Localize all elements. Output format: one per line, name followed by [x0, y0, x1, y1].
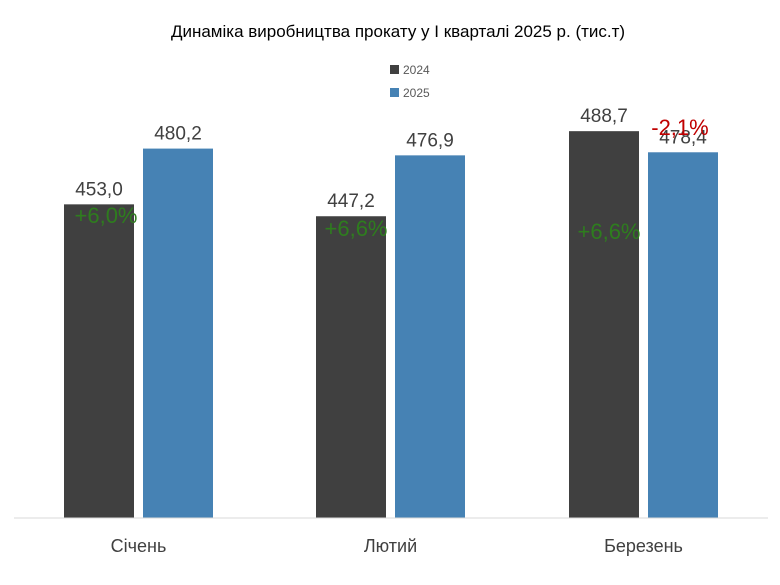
category-label-jan: Січень	[111, 536, 167, 556]
legend-swatch-2025	[390, 88, 399, 97]
bar-2025-mar	[648, 152, 718, 518]
growth-label-feb: +6,6%	[325, 216, 388, 241]
value-labels: 453,0 480,2 447,2 476,9 488,7 478,4	[75, 106, 707, 212]
growth-labels: +6,0% +6,6% +6,6% -2,1%	[75, 115, 709, 244]
bars	[64, 131, 718, 519]
legend-label-2024: 2024	[403, 63, 430, 77]
bar-2024-feb	[316, 216, 386, 519]
category-labels: Січень Лютий Березень	[111, 536, 683, 556]
legend: 2024 2025	[390, 63, 430, 100]
value-label-2024-feb: 447,2	[327, 191, 375, 212]
bar-2024-jan	[64, 204, 134, 518]
bar-2024-mar	[569, 131, 639, 519]
category-label-mar: Березень	[604, 536, 683, 556]
growth-label-mar: +6,6%	[578, 219, 641, 244]
bar-2025-jan	[143, 148, 213, 518]
category-label-feb: Лютий	[364, 536, 417, 556]
growth-label-mar-decline: -2,1%	[651, 115, 708, 140]
growth-label-jan: +6,0%	[75, 203, 138, 228]
legend-swatch-2024	[390, 65, 399, 74]
bar-2025-feb	[395, 155, 465, 519]
legend-label-2025: 2025	[403, 86, 430, 100]
chart-title: Динаміка виробництва прокату у І квартал…	[171, 22, 625, 41]
value-label-2024-mar: 488,7	[580, 106, 628, 127]
value-label-2025-jan: 480,2	[154, 124, 202, 145]
value-label-2024-jan: 453,0	[75, 179, 123, 200]
value-label-2025-mar: 478,4	[659, 127, 707, 148]
value-label-2025-feb: 476,9	[406, 130, 454, 151]
